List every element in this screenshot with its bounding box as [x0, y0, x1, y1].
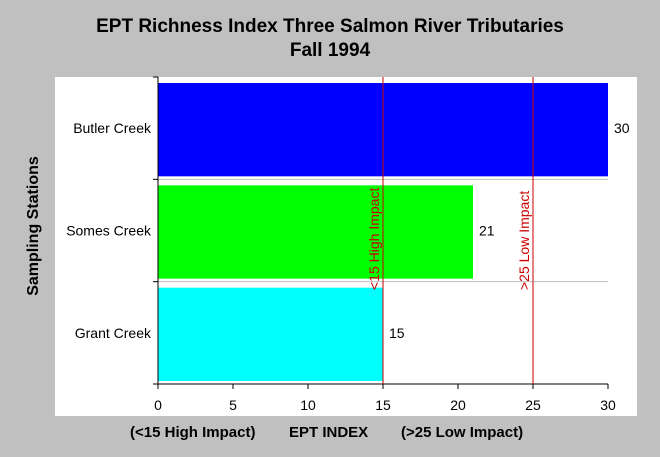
x-tick-label: 5 [229, 397, 237, 413]
x-axis-label-ept-index: EPT INDEX [289, 424, 369, 441]
bar-grant-creek [158, 287, 383, 381]
category-label-butler-creek: Butler Creek [73, 120, 152, 136]
value-label-somes-creek: 21 [479, 223, 495, 239]
bar-somes-creek [158, 185, 473, 279]
category-label-somes-creek: Somes Creek [66, 223, 152, 239]
x-tick-label: 30 [600, 397, 616, 413]
value-label-grant-creek: 15 [389, 325, 405, 341]
category-label-grant-creek: Grant Creek [75, 325, 152, 341]
x-axis-label-high-impact: (<15 High Impact) [130, 424, 256, 441]
x-tick-label: 20 [450, 397, 466, 413]
chart-title: EPT Richness Index Three Salmon River Tr… [96, 16, 564, 37]
value-label-butler-creek: 30 [614, 120, 630, 136]
x-tick-label: 15 [375, 397, 391, 413]
reference-line-label-15: <15 High Impact [366, 188, 382, 290]
x-axis-label-low-impact: (>25 Low Impact) [401, 424, 524, 441]
x-tick-label: 0 [154, 397, 162, 413]
chart-subtitle: Fall 1994 [289, 40, 371, 61]
x-tick-label: 10 [300, 397, 316, 413]
x-tick-label: 25 [525, 397, 541, 413]
reference-line-label-25: >25 Low Impact [516, 191, 532, 290]
